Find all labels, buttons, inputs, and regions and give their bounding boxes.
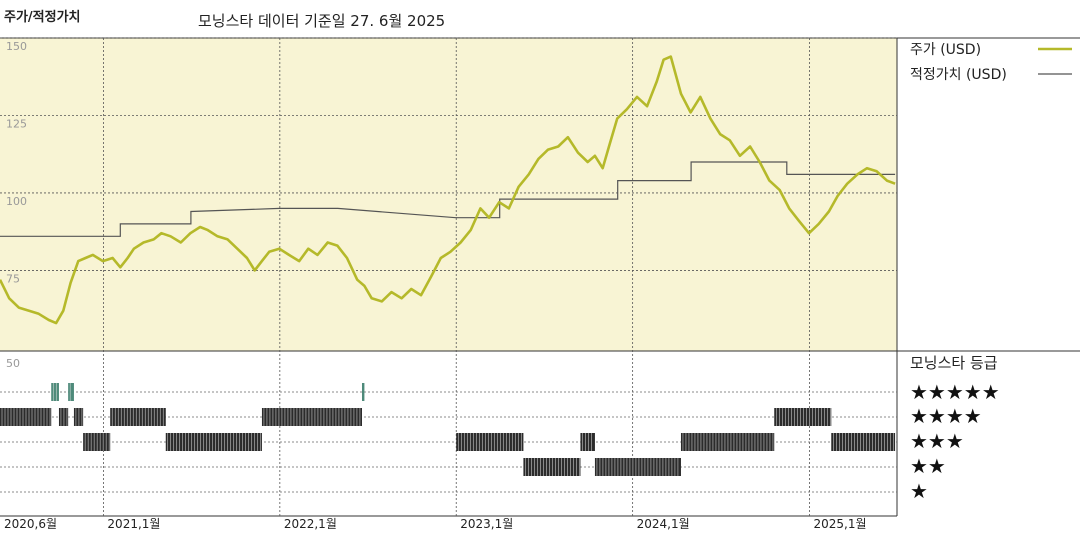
rating-scale-label: 50 bbox=[6, 357, 20, 370]
rating-period-3-star bbox=[456, 433, 524, 451]
y-tick-labels: 150 125 100 75 bbox=[6, 40, 27, 285]
y-tick-label: 100 bbox=[6, 195, 27, 208]
rating-bar bbox=[680, 433, 775, 451]
rating-period-3-star bbox=[165, 433, 262, 451]
rating-period-4-star bbox=[0, 408, 52, 426]
rating-bar bbox=[58, 408, 69, 426]
x-tick-labels: 2020,6월 2021,1월 2022,1월 2023,1월 2024,1월 2025,… bbox=[4, 517, 867, 531]
rating-bar bbox=[83, 433, 111, 451]
rating-period-4-star bbox=[58, 408, 69, 426]
rating-period-4-star bbox=[110, 408, 166, 426]
rating-period-3-star bbox=[680, 433, 775, 451]
rating-title: 모닝스타 등급 bbox=[910, 354, 998, 372]
rating-bar bbox=[594, 458, 681, 476]
legend-price-label: 주가 (USD) bbox=[910, 42, 981, 58]
rating-4-stars: ★★★★ bbox=[910, 404, 982, 428]
plot-background bbox=[0, 38, 897, 351]
y-tick-label: 75 bbox=[6, 272, 20, 285]
rating-bar bbox=[68, 383, 74, 401]
rating-period-5-star bbox=[68, 383, 74, 401]
chart-title: 주가/적정가치 bbox=[4, 10, 81, 25]
x-tick-label: 2022,1월 bbox=[284, 517, 337, 531]
rating-period-2-star bbox=[594, 458, 681, 476]
x-tick-label: 2024,1월 bbox=[637, 517, 690, 531]
y-tick-label: 125 bbox=[6, 117, 27, 130]
gridlines bbox=[0, 37, 897, 516]
rating-period-4-star bbox=[261, 408, 362, 426]
rating-bar bbox=[774, 408, 832, 426]
legend-fair-label: 적정가치 (USD) bbox=[910, 67, 1007, 83]
x-tick-label: 2020,6월 bbox=[4, 517, 57, 531]
price-line bbox=[0, 55, 896, 325]
rating-period-3-star bbox=[83, 433, 111, 451]
y-tick-label: 150 bbox=[6, 40, 27, 53]
rating-period-3-star bbox=[580, 433, 595, 451]
rating-period-2-star bbox=[523, 458, 581, 476]
rating-bars bbox=[0, 383, 896, 476]
rating-period-5-star bbox=[361, 383, 365, 401]
rating-5-stars: ★★★★★ bbox=[910, 380, 1000, 404]
rating-bar bbox=[361, 383, 365, 401]
rating-bar bbox=[456, 433, 524, 451]
x-tick-label: 2023,1월 bbox=[460, 517, 513, 531]
rating-gridlines bbox=[0, 391, 897, 493]
x-tick-label: 2021,1월 bbox=[107, 517, 160, 531]
fair-value-line bbox=[0, 161, 896, 237]
rating-bar bbox=[165, 433, 262, 451]
chart-subtitle: 모닝스타 데이터 기준일 27. 6월 2025 bbox=[198, 12, 446, 30]
rating-bar bbox=[0, 408, 52, 426]
rating-1-star: ★ bbox=[910, 479, 928, 503]
rating-period-4-star bbox=[73, 408, 84, 426]
rating-period-3-star bbox=[831, 433, 896, 451]
rating-period-5-star bbox=[51, 383, 59, 401]
rating-3-stars: ★★★ bbox=[910, 429, 964, 453]
rating-period-4-star bbox=[774, 408, 832, 426]
rating-2-stars: ★★ bbox=[910, 454, 946, 478]
rating-bar bbox=[523, 458, 581, 476]
rating-bar bbox=[51, 383, 59, 401]
x-tick-label: 2025,1월 bbox=[814, 517, 867, 531]
rating-bar bbox=[73, 408, 84, 426]
